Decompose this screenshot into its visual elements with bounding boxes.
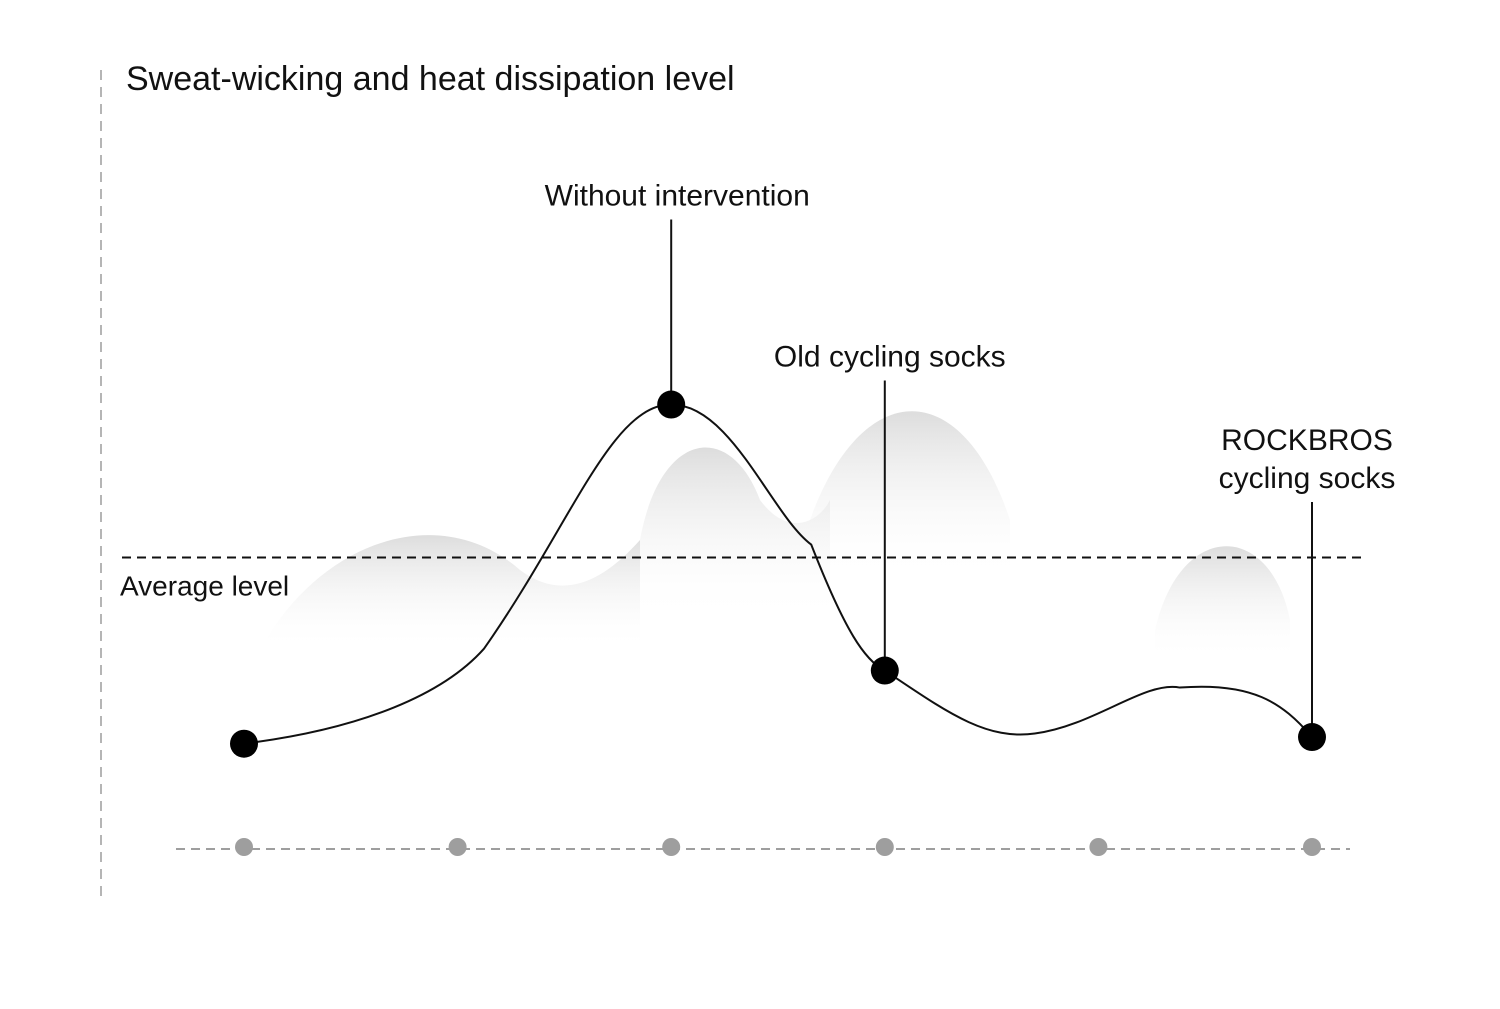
average-level-label: Average level <box>120 571 289 602</box>
series-line <box>243 403 1313 745</box>
mountain-shape <box>640 447 830 620</box>
chart-title: Sweat-wicking and heat dissipation level <box>126 60 735 98</box>
point-label: Without intervention <box>545 180 810 213</box>
background-decoration <box>260 411 1290 660</box>
x-tick-dot <box>1303 838 1321 856</box>
point-labels: Without intervention Old cycling socks ROC… <box>545 180 1396 495</box>
point-label: Old cycling socks <box>774 341 1006 374</box>
point-label: ROCKBROS <box>1221 424 1393 457</box>
x-tick-dot <box>448 838 467 856</box>
mountain-shape <box>1155 546 1290 660</box>
x-tick-dots <box>235 838 1321 856</box>
data-point-marker <box>230 729 258 758</box>
point-label: cycling socks <box>1219 462 1396 495</box>
callout-leaders <box>670 219 1313 738</box>
mountain-shape <box>260 535 640 650</box>
data-point-marker <box>870 656 899 685</box>
x-tick-dot <box>235 838 253 856</box>
x-tick-dot <box>875 838 894 856</box>
x-tick-dot <box>1089 838 1108 856</box>
series-markers <box>230 390 1326 758</box>
mountain-shape <box>810 411 1010 580</box>
x-tick-dot <box>662 838 681 856</box>
data-point-marker <box>657 390 686 419</box>
data-point-marker <box>1298 723 1326 752</box>
